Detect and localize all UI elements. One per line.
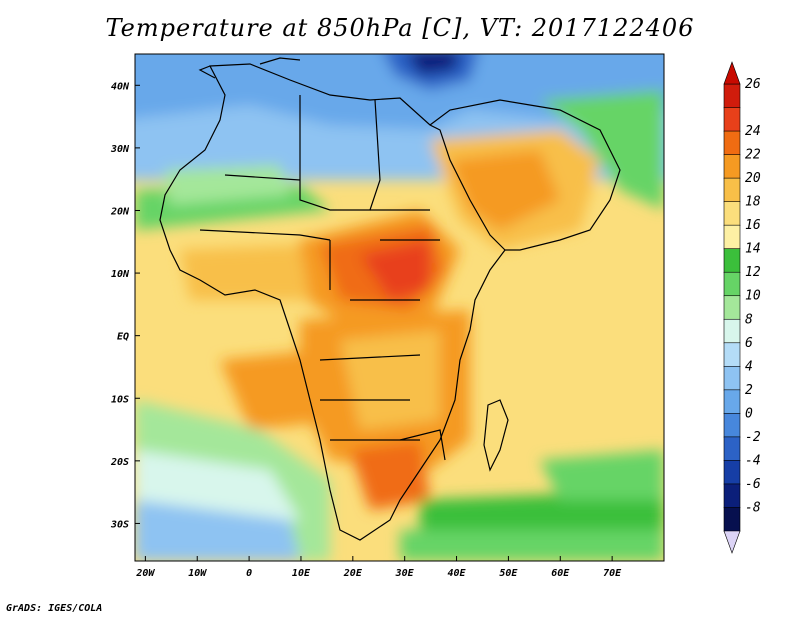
map-title: Temperature at 850hPa [C], VT: 201712240… [105,14,695,42]
colorbar-label: 0 [745,406,753,421]
colorbar-swatch [723,389,741,414]
lon-label: 60E [551,568,570,579]
colorbar-swatch [723,366,741,391]
colorbar-label: -2 [745,430,761,445]
colorbar-swatch [723,107,741,132]
colorbar-label: 20 [745,171,761,186]
colorbar-label: 12 [745,265,761,280]
colorbar-swatch [723,177,741,203]
colorbar-swatch [723,413,741,438]
colorbar-label: 2 [745,383,753,398]
colorbar-swatch [723,224,741,250]
lon-label: 0 [246,568,252,579]
credit-label: GrADS: IGES/COLA [6,603,103,614]
colorbar-swatch [723,295,741,320]
colorbar-label: 18 [745,195,761,210]
colorbar-swatch [723,507,741,532]
lat-label: 40N [111,81,130,92]
lon-label: 10E [292,568,311,579]
lon-label: 70E [603,568,622,579]
lat-label: 30S [110,519,129,530]
map-frame [134,53,665,562]
colorbar-bottom-arrow [723,530,741,554]
colorbar-label: 26 [745,77,761,92]
colorbar-label: 4 [745,359,753,374]
lat-label: 10N [111,269,130,280]
colorbar-swatch [723,154,741,179]
lat-label: 20N [110,206,130,217]
colorbar-swatch [723,483,741,509]
lon-label: 20W [135,568,155,579]
longitude-labels: 20W 10W 0 10E 20E 30E 40E 50E 60E 70E [135,568,622,579]
lat-label: 20S [110,457,129,468]
axis-ticks [135,84,613,561]
colorbar-label: 8 [745,312,753,327]
colorbar-swatch [723,83,741,109]
colorbar-label: 14 [745,242,761,257]
colorbar-label: -6 [745,477,761,492]
colorbar-swatch [723,318,741,344]
colorbar-swatch [723,271,741,297]
colorbar-swatch [723,130,741,156]
lon-label: 30E [395,568,415,579]
lon-label: 10W [188,568,207,579]
colorbar-swatch [723,436,741,462]
colorbar-label: 16 [745,218,761,233]
coastlines [159,57,621,541]
colorbar-label: 22 [745,148,761,163]
colorbar-label: -8 [745,500,761,515]
lon-label: 50E [499,568,518,579]
temperature-field [135,54,664,561]
lat-label: EQ [117,332,129,343]
colorbar-label: 6 [745,336,753,351]
colorbar-top-arrow [723,61,741,85]
lon-label: 40E [448,568,467,579]
lon-label: 20E [343,568,363,579]
lat-label: 30N [110,144,130,155]
colorbar-swatch [723,460,741,485]
colorbar-swatch [723,201,741,226]
lat-label: 10S [111,394,129,405]
colorbar-label: 24 [745,124,761,139]
colorbar-label: -4 [745,453,761,468]
colorbar-swatch [723,248,741,273]
colorbar-swatch [723,342,741,367]
latitude-labels: 40N 30N 20N 10N EQ 10S 20S 30S [110,81,130,530]
colorbar-label: 10 [745,289,761,304]
